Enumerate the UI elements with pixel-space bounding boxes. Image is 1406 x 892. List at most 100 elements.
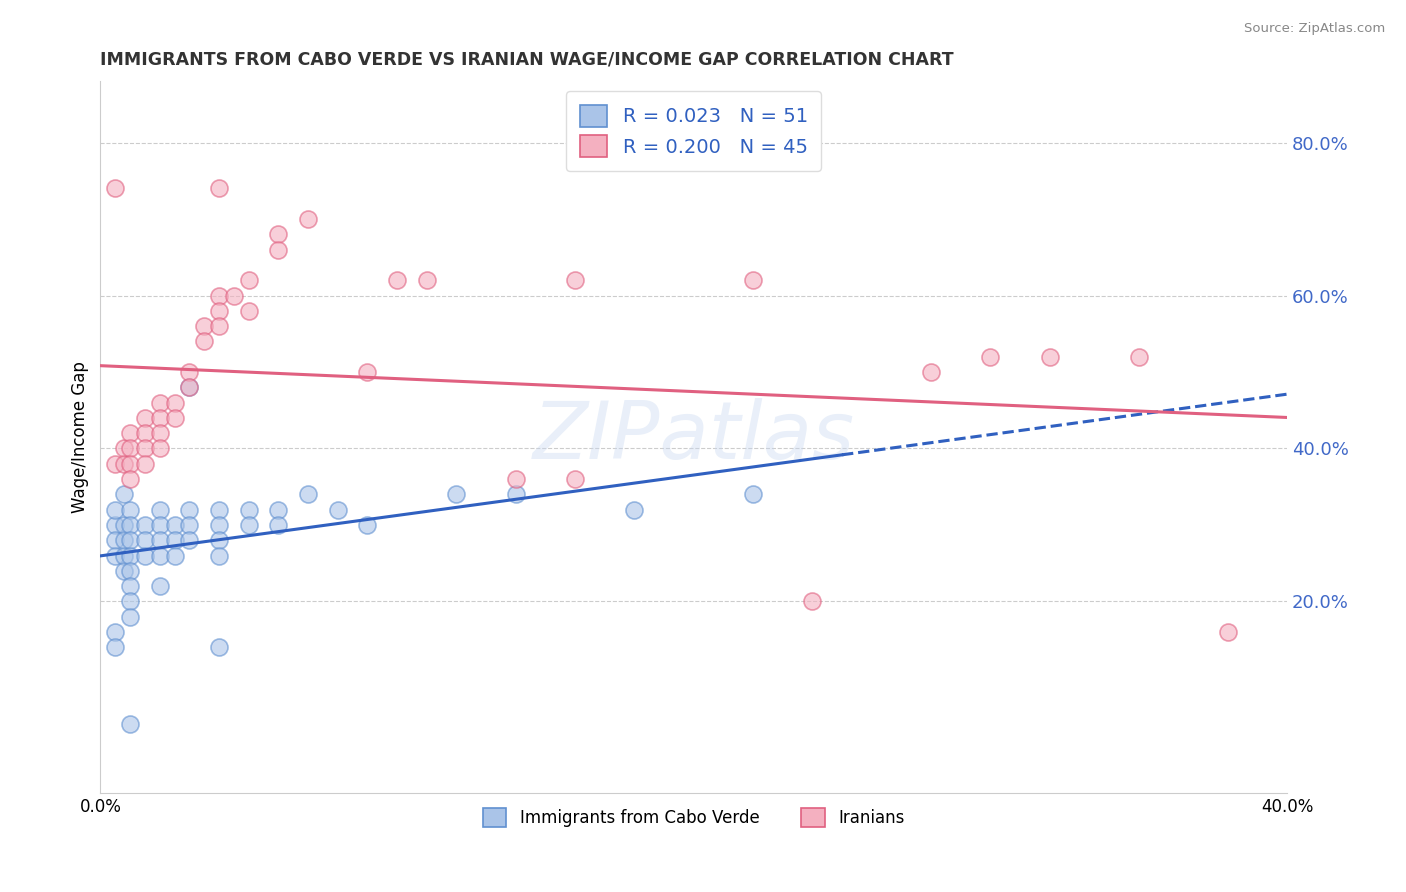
Point [179,365,201,379]
Point [238,518,260,533]
Point [104,457,127,471]
Point [118,716,141,731]
Point [134,533,156,548]
Point [208,502,231,516]
Point [356,518,378,533]
Point [208,181,231,195]
Text: IMMIGRANTS FROM CABO VERDE VS IRANIAN WAGE/INCOME GAP CORRELATION CHART: IMMIGRANTS FROM CABO VERDE VS IRANIAN WA… [100,51,955,69]
Point [118,549,141,563]
Point [118,518,141,533]
Point [415,273,437,287]
Point [238,273,260,287]
Point [267,243,290,257]
Point [104,533,127,548]
Point [297,212,319,227]
Point [267,502,290,516]
Point [920,365,942,379]
Point [112,549,135,563]
Point [179,380,201,394]
Point [208,518,231,533]
Point [149,395,172,409]
Point [742,487,765,501]
Point [564,273,586,287]
Y-axis label: Wage/Income Gap: Wage/Income Gap [72,361,89,513]
Point [118,609,141,624]
Point [326,502,349,516]
Point [134,457,156,471]
Point [163,518,186,533]
Point [118,472,141,486]
Point [208,303,231,318]
Point [356,365,378,379]
Point [385,273,408,287]
Point [163,395,186,409]
Point [801,594,824,608]
Point [134,426,156,441]
Point [446,487,468,501]
Point [118,533,141,548]
Point [104,549,127,563]
Point [149,579,172,593]
Point [134,518,156,533]
Point [112,457,135,471]
Point [104,640,127,655]
Point [118,594,141,608]
Point [149,502,172,516]
Point [149,442,172,456]
Point [979,350,1001,364]
Point [505,487,527,501]
Point [118,502,141,516]
Point [118,579,141,593]
Point [104,502,127,516]
Point [179,380,201,394]
Point [564,472,586,486]
Point [208,549,231,563]
Point [179,502,201,516]
Point [208,288,231,302]
Point [267,227,290,242]
Point [118,564,141,578]
Point [238,303,260,318]
Point [149,533,172,548]
Point [163,533,186,548]
Point [149,518,172,533]
Point [208,319,231,334]
Point [238,502,260,516]
Point [104,181,127,195]
Legend: Immigrants from Cabo Verde, Iranians: Immigrants from Cabo Verde, Iranians [477,802,911,834]
Point [179,533,201,548]
Point [1216,625,1239,640]
Point [118,442,141,456]
Point [104,518,127,533]
Point [193,319,215,334]
Point [112,564,135,578]
Point [179,518,201,533]
Point [112,533,135,548]
Point [193,334,215,349]
Point [742,273,765,287]
Point [208,640,231,655]
Point [149,410,172,425]
Point [297,487,319,501]
Point [267,518,290,533]
Point [134,549,156,563]
Point [1128,350,1150,364]
Point [134,442,156,456]
Point [623,502,645,516]
Point [112,518,135,533]
Point [163,410,186,425]
Point [149,549,172,563]
Point [505,472,527,486]
Point [1039,350,1062,364]
Point [112,487,135,501]
Point [222,288,245,302]
Point [118,426,141,441]
Text: Source: ZipAtlas.com: Source: ZipAtlas.com [1244,22,1385,36]
Point [112,442,135,456]
Point [134,410,156,425]
Point [104,625,127,640]
Point [118,457,141,471]
Point [163,549,186,563]
Point [149,426,172,441]
Point [208,533,231,548]
